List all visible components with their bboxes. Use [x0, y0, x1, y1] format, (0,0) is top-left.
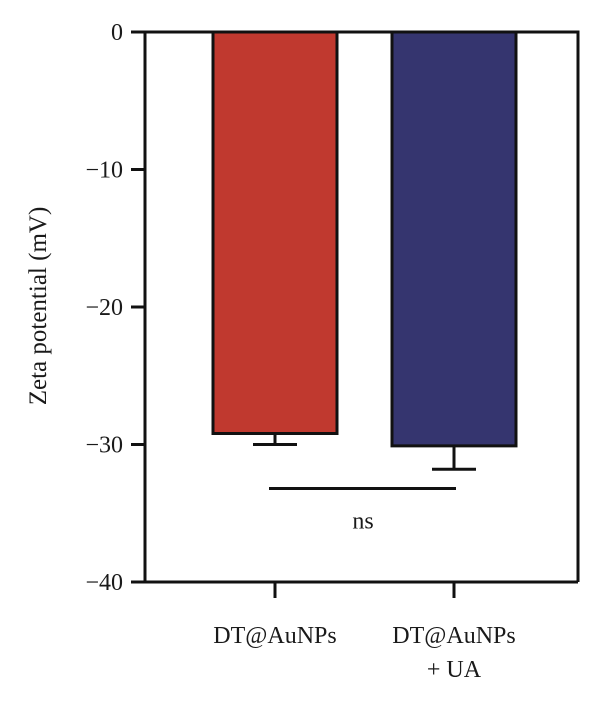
- x-category-label: + UA: [427, 657, 482, 683]
- y-tick-label: −30: [85, 433, 123, 459]
- y-tick-label: 0: [111, 20, 123, 46]
- bar-0: [211, 30, 339, 435]
- bar-1: [390, 30, 518, 448]
- x-category-label: DT@AuNPs: [213, 623, 336, 649]
- error-bars-layer: [253, 433, 476, 471]
- y-tick-label: −20: [85, 295, 123, 321]
- y-tick-label: −40: [85, 570, 123, 596]
- x-category-label: DT@AuNPs: [392, 623, 515, 649]
- significance-label: ns: [352, 509, 373, 535]
- annotation-layer: ns: [269, 487, 456, 535]
- axis-layer: 0 −10 −20 −30 −40 DT@AuNPs DT@AuNPs + UA: [85, 20, 580, 683]
- y-axis-label: Zeta potential (mV): [25, 207, 52, 406]
- bars-layer: [211, 30, 518, 448]
- y-tick-label: −10: [85, 158, 123, 184]
